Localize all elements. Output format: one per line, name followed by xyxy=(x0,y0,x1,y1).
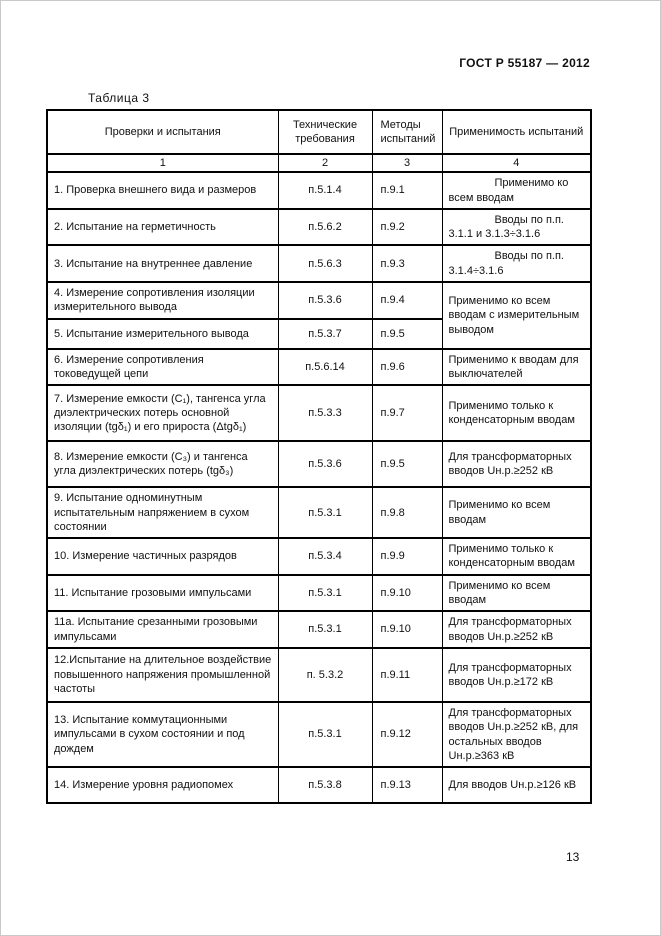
table-row: 12.Испытание на длительное воздействие п… xyxy=(46,646,592,703)
table-row: 2. Испытание на герметичность п.5.6.2 п.… xyxy=(46,207,592,247)
method-cell: п.9.5 xyxy=(371,317,443,350)
method-cell: п.9.3 xyxy=(371,244,443,284)
applicability-cell: Для вводов Uн.р.≥126 кВ xyxy=(441,766,592,805)
table-row: 9. Испытание одноминутным испытательным … xyxy=(46,486,592,540)
applicability-cell-merged: Применимо ко всем вводам с измерительным… xyxy=(441,281,592,350)
table-caption: Таблица 3 xyxy=(88,91,150,105)
method-cell: п.9.2 xyxy=(371,207,443,247)
table-row: 13. Испытание коммутационными импульсами… xyxy=(46,700,592,769)
tech-req-cell: п.5.6.3 xyxy=(277,244,373,284)
column-number: 3 xyxy=(371,152,443,174)
table-row: 4. Измерение сопротивления изоляции изме… xyxy=(46,281,592,350)
column-number: 4 xyxy=(441,152,592,174)
column-header-requirements: Технические требования xyxy=(277,109,373,155)
test-name-cell: 6. Измерение сопротивления токоведущей ц… xyxy=(46,347,279,387)
tech-req-cell: п.5.1.4 xyxy=(277,171,373,210)
test-name-cell: 9. Испытание одноминутным испытательным … xyxy=(46,486,279,540)
tech-req-cell: п.5.3.6 xyxy=(277,440,373,489)
tech-req-cell: п.5.3.1 xyxy=(277,573,373,613)
applicability-cell: Применимо только к конденсаторным вводам xyxy=(441,384,592,443)
test-name-cell: 12.Испытание на длительное воздействие п… xyxy=(46,646,279,703)
method-cell: п.9.7 xyxy=(371,384,443,443)
table-header-row: Проверки и испытания Технические требова… xyxy=(46,109,592,155)
table-row: 14. Измерение уровня радиопомех п.5.3.8 … xyxy=(46,766,592,805)
method-cell: п.9.6 xyxy=(371,347,443,387)
applicability-cell: Для трансформаторных вводов Uн.р.≥172 кВ xyxy=(441,646,592,703)
tech-req-cell: п.5.3.1 xyxy=(277,610,373,649)
tech-req-cell: п.5.3.3 xyxy=(277,384,373,443)
method-cell: п.9.8 xyxy=(371,486,443,540)
table-row: 6. Измерение сопротивления токоведущей ц… xyxy=(46,347,592,387)
method-cell: п.9.10 xyxy=(371,573,443,613)
applicability-cell: Для трансформаторных вводов Uн.р.≥252 кВ xyxy=(441,440,592,489)
method-cell: п.9.12 xyxy=(371,700,443,769)
test-name-cell: 13. Испытание коммутационными импульсами… xyxy=(46,700,279,769)
applicability-cell: Для трансформаторных вводов Uн.р.≥252 кВ xyxy=(441,610,592,649)
test-name-cell: 5. Испытание измерительного вывода xyxy=(46,317,279,350)
tech-req-cell: п.5.6.14 xyxy=(277,347,373,387)
tech-req-cell: п. 5.3.2 xyxy=(277,646,373,703)
column-number: 1 xyxy=(46,152,279,174)
test-name-cell: 10. Измерение частичных разрядов xyxy=(46,537,279,576)
test-name-cell: 2. Испытание на герметичность xyxy=(46,207,279,247)
tech-req-cell: п.5.3.8 xyxy=(277,766,373,805)
method-cell: п.9.11 xyxy=(371,646,443,703)
test-name-cell: 3. Испытание на внутреннее давление xyxy=(46,244,279,284)
method-cell: п.9.13 xyxy=(371,766,443,805)
test-name-cell: 8. Измерение емкости (С₃) и тангенса угл… xyxy=(46,440,279,489)
tech-req-cell: п.5.3.1 xyxy=(277,700,373,769)
test-name-cell: 11а. Испытание срезанными грозовыми импу… xyxy=(46,610,279,649)
column-header-methods: Методы испытаний xyxy=(371,109,443,155)
test-name-cell: 7. Измерение емкости (С₁), тангенса угла… xyxy=(46,384,279,443)
method-cell: п.9.9 xyxy=(371,537,443,576)
page-number: 13 xyxy=(566,850,580,864)
applicability-cell: Вводы по п.п. 3.1.4÷3.1.6 xyxy=(441,244,592,284)
tests-table: Проверки и испытания Технические требова… xyxy=(46,109,592,805)
table-row: 8. Измерение емкости (С₃) и тангенса угл… xyxy=(46,440,592,489)
applicability-cell: Для трансформаторных вводов Uн.р.≥252 кВ… xyxy=(441,700,592,769)
tech-req-cell: п.5.3.7 xyxy=(277,317,373,350)
tech-req-cell: п.5.3.1 xyxy=(277,486,373,540)
test-name-cell: 4. Измерение сопротивления изоляции изме… xyxy=(46,281,279,320)
document-title: ГОСТ Р 55187 — 2012 xyxy=(459,56,590,70)
applicability-cell: Применимо ко всем вводам xyxy=(441,573,592,613)
method-cell: п.9.1 xyxy=(371,171,443,210)
method-cell: п.9.4 xyxy=(371,281,443,320)
table-row: 7. Измерение емкости (С₁), тангенса угла… xyxy=(46,384,592,443)
table-row: 11. Испытание грозовыми импульсами п.5.3… xyxy=(46,573,592,613)
table-row: 5. Испытание измерительного вывода п.5.3… xyxy=(46,317,591,350)
applicability-cell: Применимо ко всем вводам xyxy=(441,486,592,540)
column-header-tests: Проверки и испытания xyxy=(46,109,279,155)
tech-req-cell: п.5.3.4 xyxy=(277,537,373,576)
table-row: 1. Проверка внешнего вида и размеров п.5… xyxy=(46,171,592,210)
applicability-cell: Вводы по п.п. 3.1.1 и 3.1.3÷3.1.6 xyxy=(441,207,592,247)
applicability-cell: Применимо к вводам для выключателей xyxy=(441,347,592,387)
method-cell: п.9.5 xyxy=(371,440,443,489)
column-number: 2 xyxy=(277,152,373,174)
tech-req-cell: п.5.3.6 xyxy=(277,281,373,320)
test-name-cell: 11. Испытание грозовыми импульсами xyxy=(46,573,279,613)
table-row: 10. Измерение частичных разрядов п.5.3.4… xyxy=(46,537,592,576)
column-numbers-row: 1 2 3 4 xyxy=(46,152,592,174)
test-name-cell: 1. Проверка внешнего вида и размеров xyxy=(46,171,279,210)
applicability-cell: Применимо ко всем вводам xyxy=(441,171,592,210)
method-cell: п.9.10 xyxy=(371,610,443,649)
tech-req-cell: п.5.6.2 xyxy=(277,207,373,247)
applicability-cell: Применимо только к конденсаторным вводам xyxy=(441,537,592,576)
table-row: 3. Испытание на внутреннее давление п.5.… xyxy=(46,244,592,284)
column-header-applicability: Применимость испытаний xyxy=(441,109,592,155)
table-row: 11а. Испытание срезанными грозовыми импу… xyxy=(46,610,592,649)
test-name-cell: 14. Измерение уровня радиопомех xyxy=(46,766,279,805)
